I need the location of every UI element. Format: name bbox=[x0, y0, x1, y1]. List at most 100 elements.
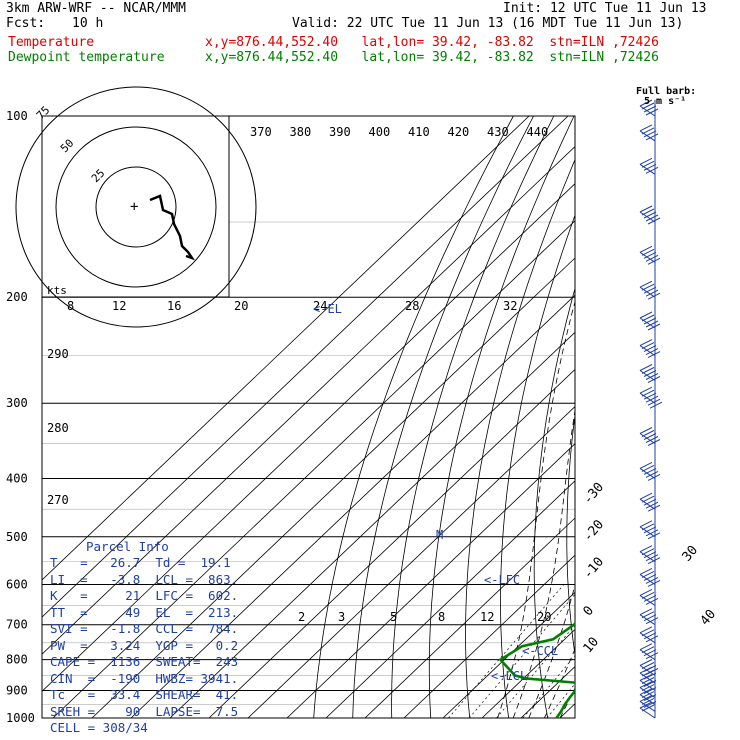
wind-barb bbox=[639, 99, 659, 117]
hodograph-inset bbox=[15, 86, 257, 328]
mixing-ratio-label: 28 bbox=[405, 299, 419, 313]
wind-barb-path bbox=[639, 608, 659, 626]
temperature-location-info: x,y=876.44,552.40 lat,lon= 39.42, -83.82… bbox=[205, 35, 659, 50]
isotherm-line bbox=[286, 443, 575, 718]
mixing-ratio-label: 5 bbox=[390, 610, 397, 624]
wind-barb bbox=[639, 427, 661, 446]
forecast-hours: 10 h bbox=[72, 16, 104, 31]
wind-barb bbox=[639, 492, 661, 512]
isotherm-line bbox=[42, 146, 575, 655]
isotherm-line bbox=[364, 517, 575, 718]
moist-adiabat-line bbox=[559, 687, 575, 718]
wind-barb bbox=[639, 280, 661, 300]
wind-barb-path bbox=[639, 626, 659, 644]
parcel-level-marker: <-EL bbox=[313, 302, 342, 316]
init-time: Init: 12 UTC Tue 11 Jun 13 bbox=[503, 1, 707, 16]
wind-barb bbox=[639, 245, 661, 265]
parcel-info-row: PW = 3.24 YGP = 0.2 bbox=[50, 637, 239, 653]
isotherm-line bbox=[442, 591, 575, 718]
forecast-label: Fcst: bbox=[6, 16, 46, 31]
dewpoint-legend: Dewpoint temperature bbox=[8, 50, 165, 65]
dry-adiabat-line bbox=[391, 116, 555, 718]
wind-barb bbox=[639, 157, 659, 175]
mixing-ratio-label: 12 bbox=[480, 610, 494, 624]
hodograph-ring bbox=[15, 86, 257, 328]
wind-barb bbox=[639, 608, 659, 626]
theta-label: 280 bbox=[47, 421, 69, 435]
isotherm-label: 40 bbox=[698, 607, 720, 629]
mixing-ratio-label: 8 bbox=[438, 610, 445, 624]
wind-barb-path bbox=[639, 427, 661, 446]
dry-adiabat-line bbox=[629, 116, 695, 718]
mixing-ratio-label: 8 bbox=[67, 299, 74, 313]
dry-adiabat-line bbox=[465, 158, 575, 718]
isotherm-line bbox=[42, 116, 569, 618]
dry-adiabat-line bbox=[687, 116, 740, 718]
parcel-info-title: Parcel Info bbox=[86, 539, 169, 554]
theta-e-label: 370 bbox=[250, 125, 272, 139]
parcel-info-row: LI = -3.8 LCL = 863. bbox=[50, 571, 239, 587]
parcel-info-row: CIN = -190 HWBZ= 3941. bbox=[50, 670, 239, 686]
wind-barb-path bbox=[639, 245, 661, 265]
hodograph-box bbox=[41, 115, 230, 298]
moist-adiabat-line bbox=[591, 297, 740, 718]
temperature-profile-line bbox=[579, 116, 740, 718]
wind-barb-path bbox=[639, 545, 661, 565]
wind-barb-path bbox=[639, 364, 661, 383]
wind-barb-path bbox=[639, 643, 659, 661]
wind-barb bbox=[639, 124, 659, 142]
isotherm-label: 30 bbox=[680, 543, 702, 565]
wind-barb bbox=[639, 643, 659, 661]
pressure-tick-label: 800 bbox=[6, 653, 28, 667]
wind-barb bbox=[639, 567, 661, 587]
wind-key-unit: 5 m s⁻¹ bbox=[644, 96, 686, 107]
pressure-tick-label: 300 bbox=[6, 396, 28, 410]
moist-adiabat-line bbox=[607, 297, 740, 718]
dry-adiabat-line bbox=[313, 116, 514, 718]
wind-barb bbox=[639, 461, 661, 481]
wind-barb bbox=[639, 545, 661, 565]
dry-adiabat-line bbox=[352, 116, 534, 718]
wind-barb-path bbox=[639, 280, 661, 300]
parcel-info-row: CAPE = 1136 SWEAT= 243 bbox=[50, 654, 239, 669]
theta-label: 270 bbox=[47, 493, 69, 507]
theta-e-label: 400 bbox=[369, 125, 391, 139]
isotherm-line bbox=[91, 257, 575, 718]
wind-barb-path bbox=[639, 588, 659, 606]
wind-barb-path bbox=[639, 386, 663, 409]
pressure-tick-label: 900 bbox=[6, 683, 28, 697]
wind-profile bbox=[639, 99, 663, 719]
parcel-info-row: Tc = 33.4 SHEAR= 41. bbox=[50, 687, 239, 702]
mixing-ratio-label: 16 bbox=[167, 299, 181, 313]
theta-e-label: 420 bbox=[448, 125, 470, 139]
parcel-level-marker: <-LFC bbox=[484, 573, 520, 587]
isotherm-line bbox=[169, 331, 575, 718]
plot-frame bbox=[41, 115, 576, 719]
mixing-ratio-label: 20 bbox=[537, 610, 551, 624]
wind-barb bbox=[639, 520, 661, 540]
wind-barb-path bbox=[639, 492, 661, 512]
parcel-info-row: SVI = -1.8 CCL = 784. bbox=[50, 621, 239, 636]
dry-adiabat-line bbox=[715, 116, 740, 718]
isotherm-line bbox=[130, 294, 575, 718]
theta-e-label: 410 bbox=[408, 125, 430, 139]
theta-e-label: 430 bbox=[487, 125, 509, 139]
isotherm-line bbox=[42, 116, 530, 581]
pressure-tick-label: 100 bbox=[6, 109, 28, 123]
pressure-tick-label: 1000 bbox=[6, 711, 35, 725]
isotherm-line bbox=[42, 183, 575, 692]
isotherm-line bbox=[481, 628, 575, 718]
isotherm-label: 10 bbox=[581, 635, 603, 657]
isotherm-line bbox=[638, 116, 740, 718]
temperature-legend: Temperature bbox=[8, 35, 95, 50]
dry-adiabat-line bbox=[500, 214, 575, 718]
theta-e-label: 390 bbox=[329, 125, 351, 139]
mixing-ratio-label: 20 bbox=[234, 299, 248, 313]
mixing-ratio-label: 3 bbox=[338, 610, 345, 624]
dry-adiabat-line bbox=[428, 116, 575, 718]
parcel-info-panel: Parcel Info T = 26.7 Td = 19.1 LI = -3.8 … bbox=[46, 536, 239, 735]
wind-barb-path bbox=[639, 99, 659, 117]
parcel-info-row: TT = 49 EL = 213. bbox=[50, 604, 239, 620]
hodograph-center-marker: + bbox=[130, 199, 138, 215]
